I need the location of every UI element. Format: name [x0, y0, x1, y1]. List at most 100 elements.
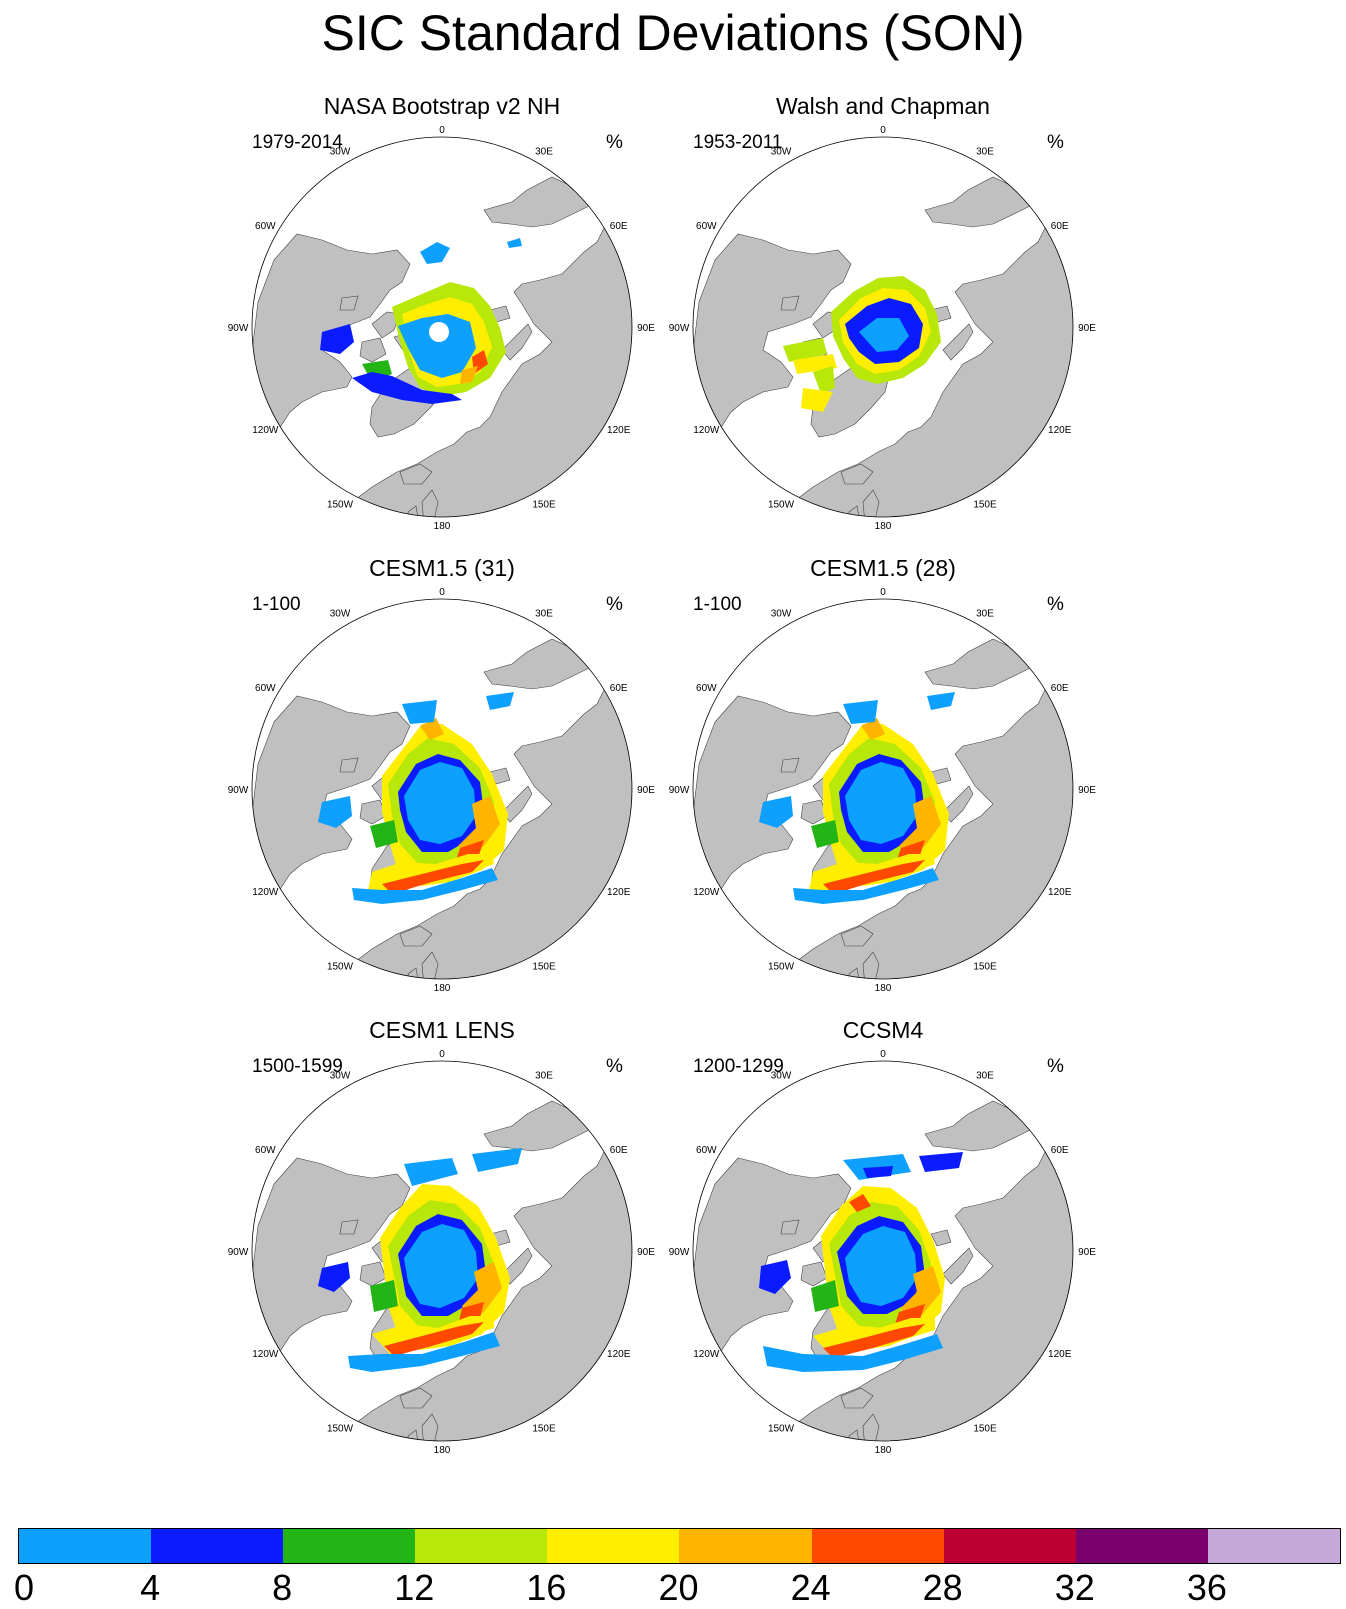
- colorbar-swatch: [943, 1529, 1076, 1563]
- panel-years: 1-100: [252, 594, 301, 615]
- lon-label: 90E: [637, 323, 655, 334]
- colorbar-tick-label: 20: [658, 1567, 699, 1608]
- sic-region: [863, 1166, 893, 1178]
- lon-label: 60E: [610, 683, 628, 694]
- land-mass: [351, 209, 632, 517]
- polar-map: 180 150E 120E 90E 60E 30E 0 30W 60W 90W 120W 150W: [228, 125, 656, 532]
- sic-region: [420, 242, 450, 264]
- polar-map: 180 150E 120E 90E 60E 30E 0 30W 60W 90W 120W 150W: [228, 587, 656, 994]
- land-mass: [862, 489, 880, 517]
- sic-region: [811, 820, 839, 848]
- map-boundary: [692, 136, 1074, 518]
- lon-label: 150E: [973, 500, 997, 511]
- lon-label: 90W: [228, 1247, 249, 1258]
- colorbar-swatch: [415, 1529, 548, 1563]
- sic-region: [843, 1154, 911, 1180]
- land-mass: [501, 1247, 533, 1285]
- lon-label: 0: [439, 125, 445, 136]
- sic-region: [462, 1262, 502, 1318]
- land-mass: [339, 1219, 359, 1235]
- colorbar-tick-label: 12: [394, 1567, 435, 1608]
- map-boundary: [251, 598, 633, 980]
- sic-region: [901, 1266, 941, 1320]
- polar-map: 180 150E 120E 90E 60E 30E 0 30W 60W 90W 120W 150W: [669, 1049, 1097, 1456]
- land-mass: [862, 951, 880, 979]
- map-panel-walsh-chapman: Walsh and Chapman 1953-2011 % 180 150E 120…: [663, 92, 1103, 562]
- map-boundary: [692, 1060, 1074, 1442]
- lon-label: 90E: [1078, 785, 1096, 796]
- lon-label: 90E: [1078, 1247, 1096, 1258]
- lon-label: 60E: [1051, 221, 1069, 232]
- lon-label: 150E: [973, 1424, 997, 1435]
- lon-label: 0: [439, 1049, 445, 1060]
- land-mass: [359, 1261, 387, 1287]
- land-mass: [399, 925, 433, 947]
- land-mass: [800, 1261, 828, 1287]
- sic-field: [759, 1152, 963, 1372]
- lon-label: 120W: [252, 887, 279, 898]
- lon-label: 0: [880, 1049, 886, 1060]
- sic-region: [382, 860, 484, 894]
- land-mass: [407, 1429, 419, 1441]
- colorbar-tick-label: 24: [790, 1567, 831, 1608]
- land-mass: [421, 1413, 439, 1441]
- lon-label: 150W: [768, 1424, 795, 1435]
- lon-label: 150W: [768, 962, 795, 973]
- lon-label: 0: [439, 587, 445, 598]
- land-mass: [501, 785, 533, 823]
- colorbar-tick-label: 28: [922, 1567, 963, 1608]
- lon-label: 30W: [771, 146, 792, 157]
- lon-label: 90E: [637, 785, 655, 796]
- land-mass: [840, 463, 874, 485]
- sic-field: [759, 692, 955, 904]
- lon-label: 90E: [1078, 323, 1096, 334]
- panel-title: CESM1.5 (28): [810, 555, 956, 581]
- colorbar: [18, 1528, 1341, 1564]
- sic-region: [398, 314, 476, 378]
- panel-years: 1500-1599: [252, 1056, 343, 1077]
- panel-title: CCSM4: [842, 1017, 924, 1043]
- sic-region: [320, 324, 354, 354]
- polar-map: 180 150E 120E 90E 60E 30E 0 30W 60W 90W 120W 150W: [669, 125, 1097, 532]
- map-panel-cesm1-lens: CESM1 LENS 1500-1599 % 180 150E 120E 90E 60E…: [222, 1016, 662, 1486]
- colorbar-tick-label: 8: [272, 1567, 293, 1608]
- sic-region: [927, 692, 955, 710]
- land-mass: [351, 1133, 632, 1441]
- sic-region: [458, 796, 500, 854]
- sic-region: [783, 338, 827, 362]
- lon-label: 150W: [768, 500, 795, 511]
- sic-region: [460, 366, 478, 384]
- lon-label: 90E: [637, 1247, 655, 1258]
- sic-region: [370, 820, 398, 848]
- land-mass: [407, 505, 419, 517]
- sic-region: [859, 318, 909, 352]
- sic-region: [404, 762, 476, 844]
- sic-region: [402, 700, 437, 724]
- colorbar-swatch: [1207, 1529, 1340, 1563]
- lon-label: 120W: [693, 1349, 720, 1360]
- unit-label: %: [606, 132, 623, 153]
- lon-label: 180: [875, 521, 892, 532]
- unit-label: %: [606, 594, 623, 615]
- panel-years: 1953-2011: [693, 132, 783, 153]
- land-mass: [792, 671, 1073, 979]
- lon-label: 120E: [607, 425, 631, 436]
- land-mass: [407, 967, 419, 979]
- lon-label: 60W: [255, 221, 276, 232]
- lon-label: 150E: [532, 500, 556, 511]
- sic-region: [861, 718, 885, 740]
- map-panel-cesm15-31: CESM1.5 (31) 1-100 % 180 150E 120E 90E 60E 30…: [222, 554, 662, 1024]
- sic-region: [793, 868, 939, 904]
- lon-label: 120W: [252, 425, 279, 436]
- land-mass: [862, 1413, 880, 1441]
- land-mass: [930, 1229, 952, 1247]
- land-mass: [399, 463, 433, 485]
- map-boundary: [251, 1060, 633, 1442]
- map-boundary: [251, 136, 633, 518]
- lon-label: 120E: [1048, 1349, 1072, 1360]
- lon-label: 60W: [696, 221, 717, 232]
- sic-region: [370, 1280, 398, 1312]
- land-mass: [800, 799, 828, 825]
- colorbar-swatch: [811, 1529, 944, 1563]
- colorbar-swatch: [19, 1529, 152, 1563]
